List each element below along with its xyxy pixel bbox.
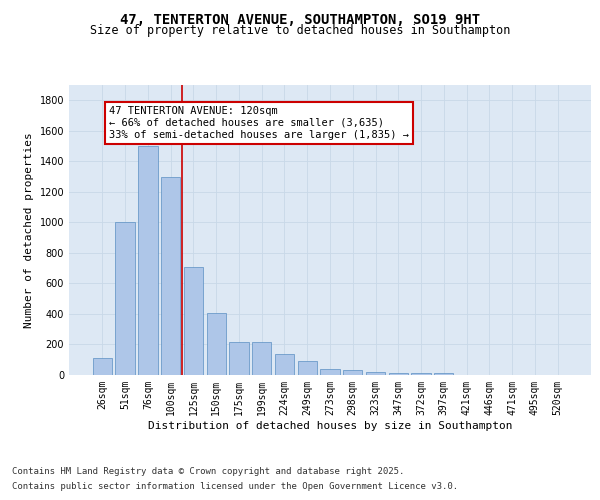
Text: Contains HM Land Registry data © Crown copyright and database right 2025.: Contains HM Land Registry data © Crown c… <box>12 467 404 476</box>
Bar <box>298 362 317 375</box>
Bar <box>343 370 362 375</box>
Bar <box>161 178 181 375</box>
Bar <box>184 266 203 375</box>
Bar <box>434 372 454 375</box>
Bar <box>229 342 248 375</box>
Bar <box>252 342 271 375</box>
Y-axis label: Number of detached properties: Number of detached properties <box>24 132 34 328</box>
Bar <box>412 374 431 375</box>
Text: Contains public sector information licensed under the Open Government Licence v3: Contains public sector information licen… <box>12 482 458 491</box>
Bar <box>389 374 408 375</box>
Bar <box>366 372 385 375</box>
Text: Size of property relative to detached houses in Southampton: Size of property relative to detached ho… <box>90 24 510 37</box>
Bar <box>275 354 294 375</box>
Bar <box>93 358 112 375</box>
Text: 47 TENTERTON AVENUE: 120sqm
← 66% of detached houses are smaller (3,635)
33% of : 47 TENTERTON AVENUE: 120sqm ← 66% of det… <box>109 106 409 140</box>
Bar <box>206 313 226 375</box>
Bar <box>320 369 340 375</box>
X-axis label: Distribution of detached houses by size in Southampton: Distribution of detached houses by size … <box>148 420 512 430</box>
Text: 47, TENTERTON AVENUE, SOUTHAMPTON, SO19 9HT: 47, TENTERTON AVENUE, SOUTHAMPTON, SO19 … <box>120 12 480 26</box>
Bar <box>115 222 135 375</box>
Bar <box>138 146 158 375</box>
